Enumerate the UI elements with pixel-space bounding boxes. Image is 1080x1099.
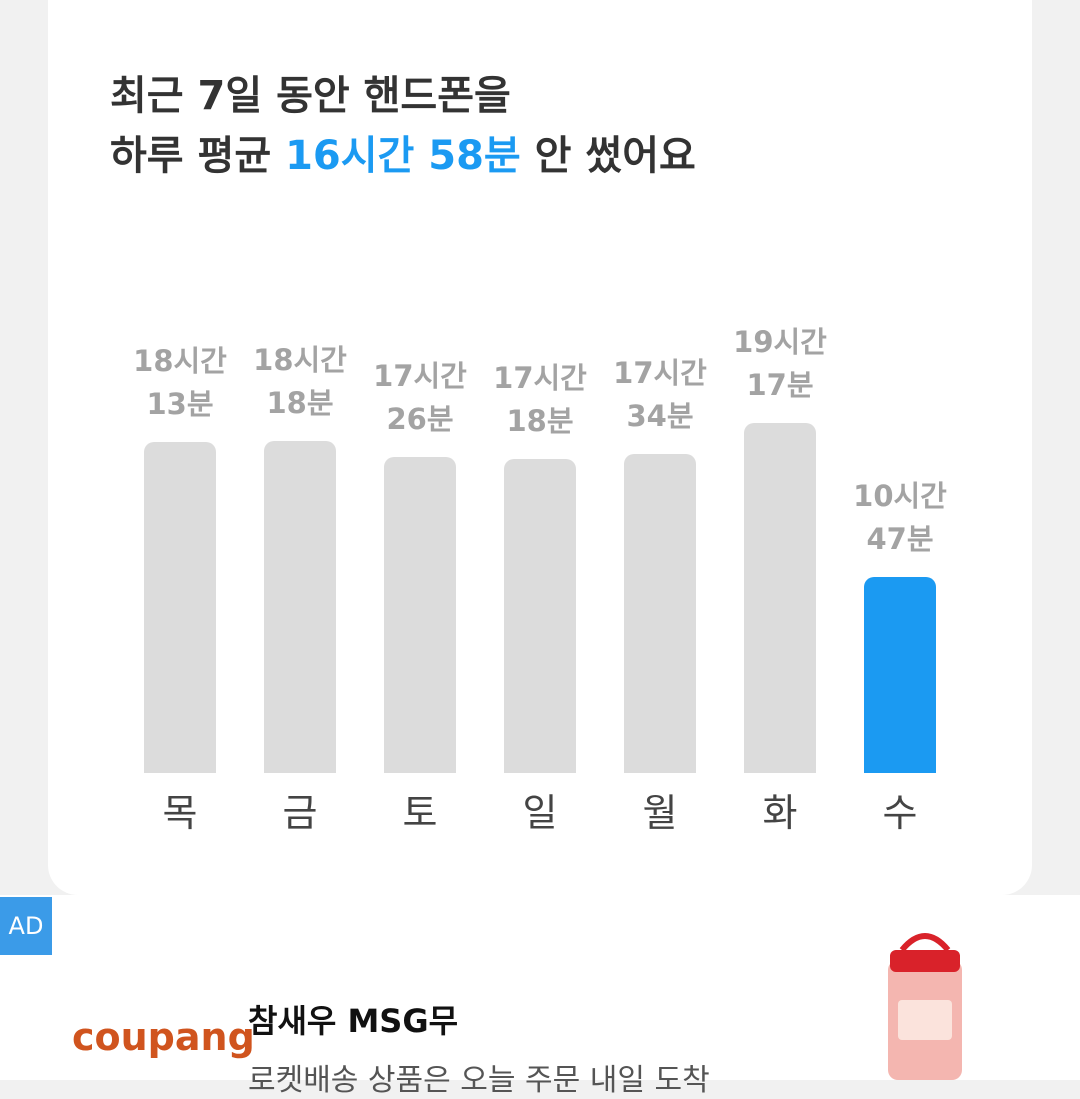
day-label: 금	[282, 791, 318, 835]
bar	[744, 423, 816, 773]
bar	[864, 577, 936, 773]
ad-product: 참새우 MSG무	[248, 1002, 459, 1040]
day-label: 수	[882, 791, 918, 835]
title-text: 하루 평균	[110, 133, 272, 179]
value-label: 19시간 17분	[733, 325, 827, 402]
title-line: 최근 7일 동안 핸드폰을	[110, 73, 511, 119]
day-label: 화	[762, 791, 798, 835]
day-label: 월	[642, 791, 678, 835]
value-label: 17시간 18분	[493, 360, 587, 438]
title-line: 하루 평균 16시간 58분 안 썼어요	[110, 126, 696, 186]
value-label: 10시간 47분	[853, 479, 947, 557]
title-text: 안 썼어요	[534, 133, 696, 179]
ad-badge: AD	[0, 897, 52, 955]
day-label: 토	[402, 791, 438, 835]
title: 최근 7일 동안 핸드폰을 하루 평균 16시간 58분 안 썼어요	[110, 66, 696, 186]
ad-description: 로켓배송 상품은 오늘 주문 내일 도착	[248, 1063, 710, 1098]
value-label: 18시간 18분	[253, 342, 347, 420]
ad-brand: coupang	[72, 1015, 255, 1059]
bar	[624, 454, 696, 773]
day-label: 목	[162, 791, 198, 835]
bar	[384, 456, 456, 773]
bar	[144, 442, 216, 773]
value-label: 17시간 34분	[613, 356, 707, 434]
value-label: 17시간 26분	[373, 358, 467, 436]
ad-image	[888, 933, 962, 1080]
day-label: 일	[522, 791, 558, 835]
title-highlight: 16시간 58분	[285, 133, 521, 179]
bar	[264, 440, 336, 773]
bar	[504, 458, 576, 773]
value-label: 18시간 13분	[133, 344, 227, 422]
